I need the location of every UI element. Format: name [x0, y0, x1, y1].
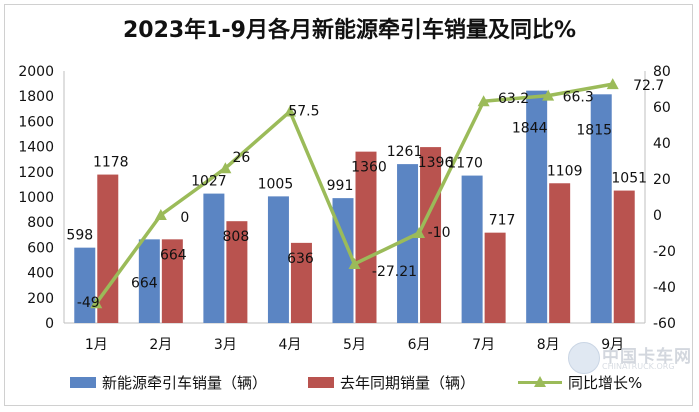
legend-line-yoy [518, 376, 562, 388]
y-left-tick-label: 2000 [18, 64, 54, 80]
y-left-tick-label: 1000 [18, 190, 54, 206]
x-tick-label: 4月 [278, 337, 301, 353]
data-label-last-year: 1360 [351, 160, 387, 176]
y-left-tick-label: 1800 [18, 89, 54, 105]
data-label-last-year: 717 [489, 213, 516, 229]
bar-sales [526, 90, 548, 323]
data-label-sales: 1261 [387, 144, 423, 160]
x-tick-label: 2月 [149, 337, 172, 353]
data-label-sales: 1815 [576, 122, 612, 138]
legend-item-last-year: 去年同期销量（辆） [308, 370, 475, 394]
data-label-last-year: 664 [160, 247, 187, 263]
bar-sales [332, 198, 354, 323]
data-label-yoy: -10 [428, 225, 451, 241]
x-tick-label: 7月 [472, 337, 495, 353]
bar-sales [397, 164, 419, 323]
bar-last-year [484, 232, 506, 323]
legend: 新能源牵引车销量（辆） 去年同期销量（辆） 同比增长% [70, 370, 670, 394]
data-label-last-year: 1109 [547, 163, 583, 179]
y-right-tick-label: 0 [653, 208, 662, 224]
y-left-tick-label: 600 [27, 240, 54, 256]
bar-sales [203, 193, 225, 323]
line-marker-yoy [413, 227, 426, 238]
line-marker-yoy [154, 209, 167, 220]
data-label-yoy: 26 [232, 150, 250, 166]
bar-last-year [161, 239, 183, 323]
watermark-logo: 中国卡车网 CHINATRUCK.ORG [568, 340, 691, 380]
data-label-sales: 598 [66, 228, 93, 244]
y-left-tick-label: 200 [27, 291, 54, 307]
data-label-last-year: 1178 [93, 155, 129, 171]
legend-label-sales: 新能源牵引车销量（辆） [102, 373, 268, 392]
data-label-yoy: 57.5 [288, 104, 319, 120]
bar-last-year [355, 151, 377, 323]
bar-last-year [226, 221, 248, 323]
data-label-sales: 991 [327, 178, 354, 194]
bar-sales [590, 94, 612, 323]
bar-last-year [420, 147, 442, 323]
y-left-tick-label: 1400 [18, 140, 54, 156]
watermark-text: 中国卡车网 [602, 347, 692, 367]
line-marker-yoy [90, 297, 103, 309]
data-label-last-year: 808 [223, 229, 250, 245]
x-tick-label: 5月 [343, 337, 366, 353]
data-label-yoy: 66.3 [563, 90, 594, 106]
legend-item-sales: 新能源牵引车销量（辆） [70, 370, 267, 394]
y-right-tick-label: -60 [653, 316, 676, 332]
bar-sales [74, 247, 96, 323]
bar-sales [138, 239, 160, 323]
y-left-tick-label: 0 [45, 316, 54, 332]
y-left-tick-label: 800 [27, 215, 54, 231]
y-right-tick-label: 40 [653, 136, 671, 152]
line-marker-yoy [477, 95, 490, 107]
y-right-tick-label: -20 [653, 244, 676, 260]
line-marker-yoy [283, 105, 296, 117]
legend-label-last-year: 去年同期销量（辆） [340, 373, 476, 392]
bar-last-year [97, 174, 119, 323]
y-left-tick-label: 1200 [18, 165, 54, 181]
x-tick-label: 1月 [85, 337, 108, 353]
data-label-yoy: -49 [77, 295, 100, 311]
y-right-tick-label: -40 [653, 280, 676, 296]
line-marker-yoy [348, 257, 361, 269]
chart-title: 2023年1-9月各月新能源牵引车销量及同比% [122, 18, 577, 43]
data-label-yoy: 63.2 [498, 91, 529, 107]
y-left-tick-label: 400 [27, 266, 54, 282]
watermark-globe-icon [568, 342, 600, 374]
legend-swatch-last-year [308, 376, 334, 388]
data-label-sales: 1844 [512, 121, 548, 137]
bar-last-year [549, 183, 571, 323]
data-label-sales: 1027 [191, 174, 227, 190]
x-tick-label: 3月 [214, 337, 237, 353]
data-label-sales: 1170 [447, 156, 483, 172]
y-right-tick-label: 60 [653, 100, 671, 116]
legend-item-yoy: 同比增长% [518, 370, 642, 394]
x-tick-label: 9月 [601, 337, 624, 353]
y-right-tick-label: 20 [653, 172, 671, 188]
bar-sales [461, 175, 483, 323]
x-tick-label: 6月 [408, 337, 431, 353]
data-label-last-year: 1051 [611, 171, 647, 187]
data-label-last-year: 636 [287, 251, 314, 267]
line-marker-yoy [219, 162, 232, 174]
data-label-yoy: 72.7 [633, 78, 664, 94]
x-tick-label: 8月 [537, 337, 560, 353]
legend-label-yoy: 同比增长% [568, 373, 643, 392]
data-label-last-year: 1396 [418, 155, 454, 171]
data-label-yoy: -27.21 [372, 264, 417, 280]
line-marker-yoy [606, 78, 619, 90]
watermark-subtext: CHINATRUCK.ORG [602, 362, 675, 371]
y-right-tick-label: 80 [653, 64, 671, 80]
data-label-yoy: 0 [180, 210, 189, 226]
line-marker-yoy [542, 89, 555, 101]
bar-last-year [613, 190, 635, 323]
y-left-tick-label: 1600 [18, 114, 54, 130]
bar-sales [267, 196, 289, 323]
data-label-sales: 664 [131, 275, 158, 291]
legend-swatch-sales [70, 376, 96, 388]
bar-last-year [290, 242, 312, 323]
data-label-sales: 1005 [258, 176, 294, 192]
